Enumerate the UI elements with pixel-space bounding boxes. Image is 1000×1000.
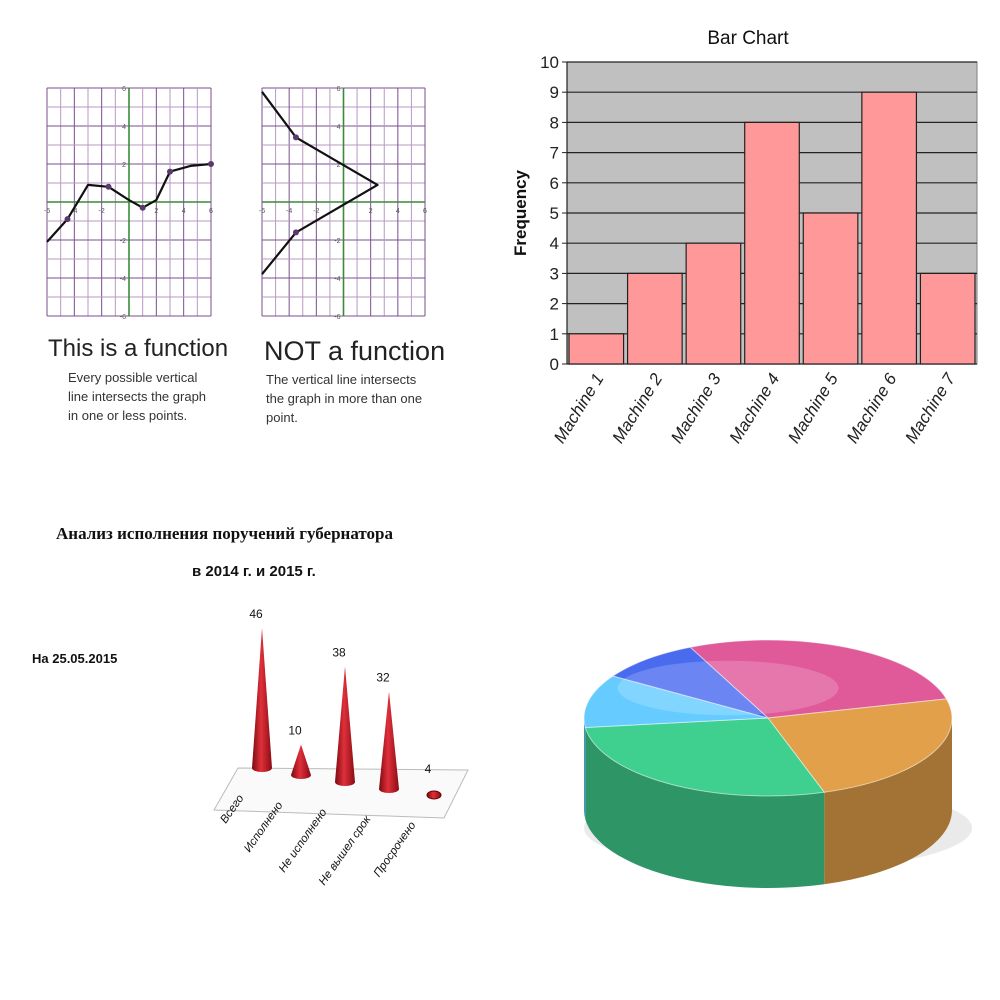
pie-side bbox=[824, 718, 952, 885]
bar bbox=[802, 212, 859, 365]
data-point bbox=[167, 168, 173, 175]
y-tick-label: -4 bbox=[334, 276, 340, 283]
y-tick-label: 6 bbox=[337, 86, 341, 93]
y-tick-label: 2 bbox=[337, 162, 341, 169]
y-tick-label: -6 bbox=[120, 314, 126, 321]
value-label: 38 bbox=[332, 645, 346, 659]
bar bbox=[685, 242, 742, 365]
function-title: This is a function bbox=[48, 335, 229, 362]
bar bbox=[919, 272, 976, 365]
pie-chart-panel bbox=[520, 600, 1000, 920]
function-panel: -6 -4 -2 2 4 6 6 4 2 -2 -4 -6 -6 -4 -2 2 4 6 6 4 2 -2 -4 -6 Thi… bbox=[0, 0, 480, 470]
not-function-title: NOT a function bbox=[264, 336, 446, 366]
x-tick-label: Machine 2 bbox=[609, 370, 667, 447]
pie-chart-3d bbox=[583, 639, 972, 888]
y-tick-label: -2 bbox=[120, 238, 126, 245]
y-tick-label: 2 bbox=[122, 162, 126, 169]
y-tick-label: 0 bbox=[550, 355, 559, 374]
bar bbox=[626, 272, 683, 365]
pie-slice bbox=[767, 698, 953, 793]
data-point bbox=[105, 183, 112, 190]
data-point bbox=[139, 204, 146, 211]
pie-slice bbox=[584, 717, 826, 797]
not-function-curve bbox=[261, 91, 379, 275]
cone-mark bbox=[426, 790, 442, 800]
x-tick-label: -2 bbox=[99, 208, 105, 215]
cone-mark bbox=[252, 628, 272, 772]
y-axis-label: Frequency bbox=[511, 169, 530, 256]
pie-side bbox=[584, 718, 586, 820]
y-tick-label: 2 bbox=[550, 295, 559, 314]
value-label: 4 bbox=[425, 762, 432, 776]
pie-slice bbox=[689, 639, 948, 719]
x-tick-label: Machine 4 bbox=[726, 370, 784, 447]
cone-mark bbox=[379, 691, 399, 793]
x-tick-label: -2 bbox=[313, 208, 319, 215]
value-label: 32 bbox=[376, 671, 390, 685]
data-point bbox=[292, 229, 299, 236]
category-label: Просрочено bbox=[372, 819, 419, 879]
x-tick-label: 4 bbox=[396, 208, 400, 215]
cone-mark bbox=[291, 744, 311, 779]
x-tick-label: -6 bbox=[44, 208, 50, 215]
cone-chart-subtitle: в 2014 г. и 2015 г. bbox=[192, 563, 316, 580]
value-label: 46 bbox=[249, 607, 263, 621]
function-description: Every possible vertical line intersects … bbox=[68, 370, 207, 423]
cone-mark bbox=[335, 666, 355, 786]
bar bbox=[744, 121, 800, 365]
pie-slice bbox=[611, 646, 769, 719]
y-tick-label: 9 bbox=[550, 83, 559, 102]
function-graph: -6 -4 -2 2 4 6 6 4 2 -2 -4 -6 -6 -4 -2 2 4 6 6 4 2 -2 -4 -6 bbox=[44, 86, 427, 321]
bar bbox=[861, 91, 918, 365]
bar-chart-title: Bar Chart bbox=[707, 28, 789, 49]
x-tick-label: 2 bbox=[369, 208, 373, 215]
y-tick-label: 5 bbox=[550, 204, 559, 223]
x-tick-label: 2 bbox=[154, 208, 158, 215]
x-tick-label: Machine 5 bbox=[784, 370, 842, 447]
category-label: Не вышел срок bbox=[317, 813, 374, 887]
x-tick-label: -4 bbox=[286, 208, 292, 215]
cone-chart-date: На 25.05.2015 bbox=[32, 651, 118, 666]
x-tick-label: 6 bbox=[209, 208, 213, 215]
y-tick-label: 4 bbox=[122, 124, 126, 131]
data-point bbox=[208, 161, 214, 167]
y-tick-label: -6 bbox=[334, 314, 340, 321]
cone-chart-panel: Анализ исполнения поручений губернатора … bbox=[0, 500, 500, 1000]
x-tick-label: Machine 7 bbox=[901, 370, 959, 447]
function-curve bbox=[46, 162, 212, 243]
y-tick-label: 1 bbox=[550, 325, 559, 344]
y-tick-label: 6 bbox=[122, 86, 126, 93]
y-tick-label: 10 bbox=[540, 53, 559, 72]
y-tick-label: 4 bbox=[337, 124, 341, 131]
y-tick-label: 8 bbox=[550, 113, 559, 132]
not-function-graph: -6 -4 -2 2 4 6 6 4 2 -2 -4 -6 bbox=[259, 86, 427, 321]
pie-highlight bbox=[617, 660, 839, 716]
y-tick-label: 6 bbox=[550, 174, 559, 193]
function-graph: -6 -4 -2 2 4 6 6 4 2 -2 -4 -6 bbox=[44, 86, 214, 321]
x-tick-label: Machine 3 bbox=[667, 370, 725, 447]
x-tick-label: -6 bbox=[259, 208, 265, 215]
x-tick-label: Machine 6 bbox=[843, 370, 901, 447]
data-point bbox=[64, 216, 71, 223]
value-label: 10 bbox=[288, 724, 302, 738]
bar bbox=[568, 333, 625, 365]
y-tick-label: -4 bbox=[120, 276, 126, 283]
x-tick-label: Machine 1 bbox=[550, 370, 608, 447]
y-tick-label: -2 bbox=[334, 238, 340, 245]
category-label: Не исполнено bbox=[277, 806, 330, 874]
not-function-description: The vertical line intersects the graph i… bbox=[266, 372, 423, 425]
pie-side bbox=[585, 727, 825, 888]
pie-slice bbox=[583, 675, 769, 729]
y-tick-label: 3 bbox=[550, 264, 559, 283]
y-tick-label: 4 bbox=[550, 234, 559, 253]
data-point bbox=[292, 134, 299, 141]
y-tick-label: 7 bbox=[550, 144, 559, 163]
x-tick-label: 6 bbox=[423, 208, 427, 215]
cone-chart-title: Анализ исполнения поручений губернатора bbox=[56, 524, 393, 543]
x-tick-label: 4 bbox=[182, 208, 186, 215]
x-tick-label: -4 bbox=[71, 208, 77, 215]
